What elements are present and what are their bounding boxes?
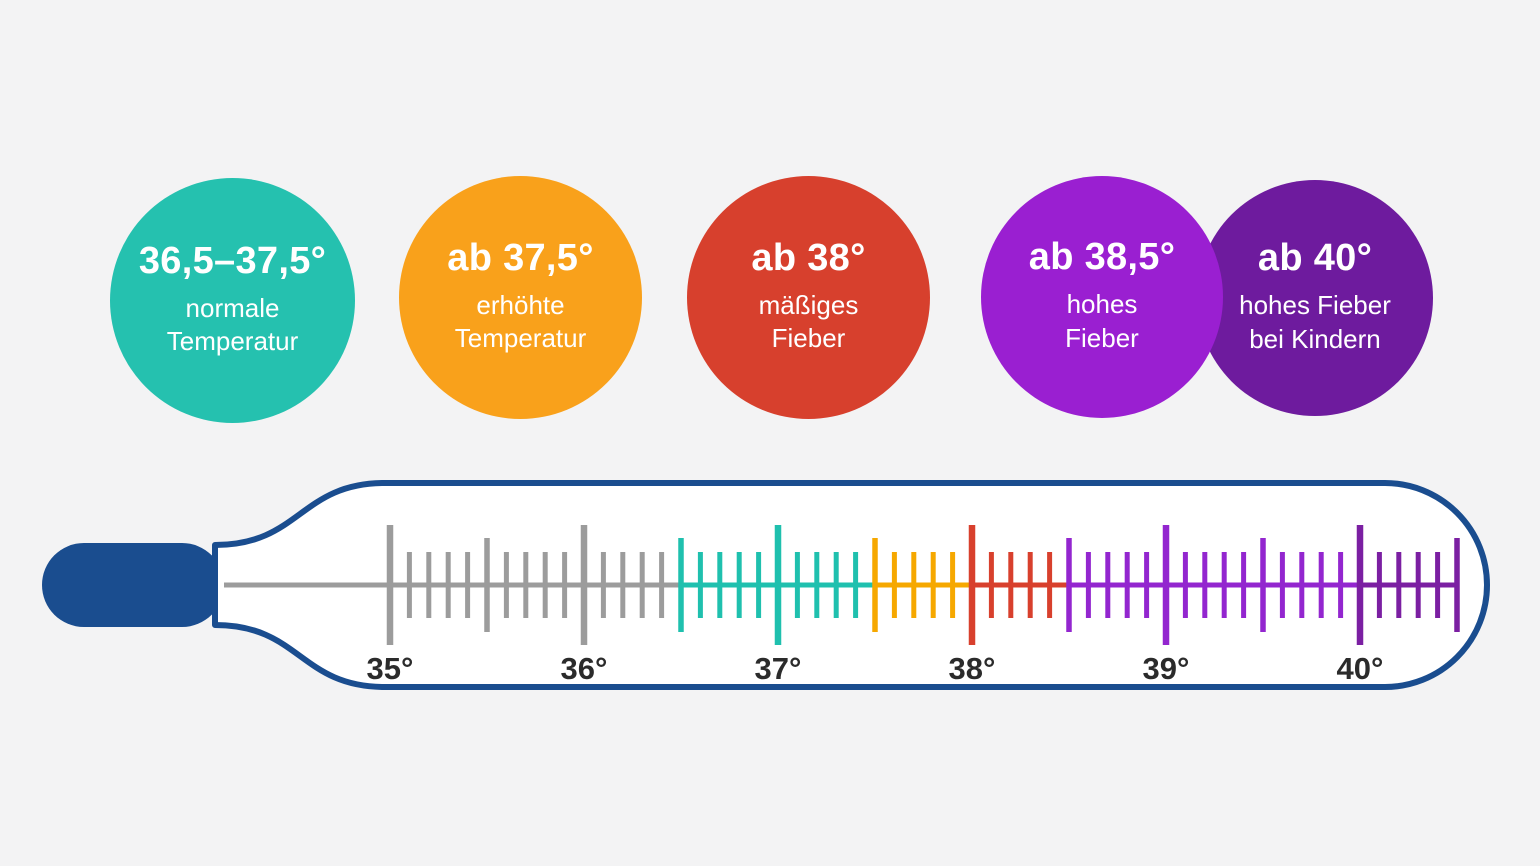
range-subtitle: mäßiges Fieber xyxy=(758,289,859,354)
range-subtitle: erhöhte Temperatur xyxy=(454,289,587,354)
range-title: ab 37,5° xyxy=(447,236,594,279)
thermometer-bulb xyxy=(42,543,224,627)
scale-tick-label: 35° xyxy=(367,651,414,686)
scale-tick-label: 39° xyxy=(1143,651,1190,686)
range-title: ab 38° xyxy=(751,236,866,279)
scale-tick-label: 38° xyxy=(949,651,996,686)
range-title: 36,5–37,5° xyxy=(138,239,327,282)
scale-tick-label: 37° xyxy=(755,651,802,686)
range-title: ab 38,5° xyxy=(1028,236,1176,279)
range-circle-moderate-fever: ab 38° mäßiges Fieber xyxy=(687,176,930,419)
range-circle-elevated-temperature: ab 37,5° erhöhte Temperatur xyxy=(399,176,642,419)
range-circle-normal-temperature: 36,5–37,5° normale Temperatur xyxy=(110,178,355,423)
scale-tick-label: 40° xyxy=(1337,651,1384,686)
range-subtitle: hohes Fieber xyxy=(1065,289,1139,353)
range-subtitle: hohes Fieber bei Kindern xyxy=(1239,290,1391,354)
range-subtitle: normale Temperatur xyxy=(166,292,299,357)
scale-tick-label: 36° xyxy=(561,651,608,686)
range-circle-high-fever: ab 38,5° hohes Fieber xyxy=(981,176,1223,418)
range-circle-high-fever-children: ab 40° hohes Fieber bei Kindern xyxy=(1197,180,1433,416)
range-title: ab 40° xyxy=(1257,237,1373,280)
